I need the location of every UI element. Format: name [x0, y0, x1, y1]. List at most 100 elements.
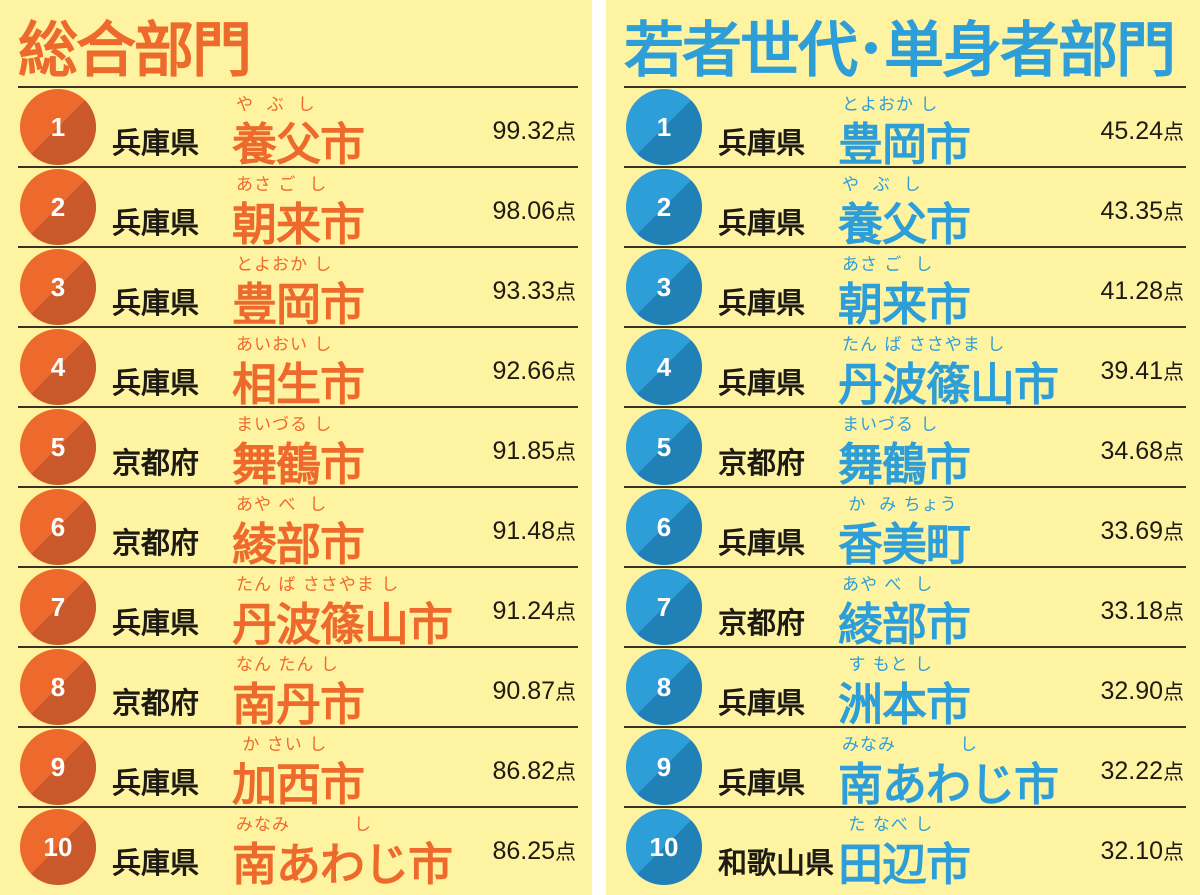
score-unit: 点 — [1163, 760, 1184, 784]
prefecture: 兵庫県 — [112, 766, 200, 800]
city-reading: なん たん し — [236, 655, 339, 675]
badge-shadow — [626, 89, 702, 165]
row-divider — [624, 86, 1186, 88]
score-unit: 点 — [1163, 680, 1184, 704]
rank-badge: 7 — [626, 569, 702, 645]
city-reading: や ぶ し — [842, 175, 922, 195]
score-unit: 点 — [555, 600, 576, 624]
badge-shadow — [20, 329, 96, 405]
ranking-row: 10 和歌山県 た なべ し 田辺市 32.10点 — [606, 806, 1200, 891]
city-reading: か み ちょう — [842, 495, 958, 515]
prefecture: 兵庫県 — [718, 126, 806, 160]
city-name: 田辺市 — [838, 838, 971, 891]
score-unit: 点 — [555, 520, 576, 544]
score-unit: 点 — [1163, 360, 1184, 384]
score-unit: 点 — [555, 120, 576, 144]
row-divider — [624, 646, 1186, 648]
badge-shadow — [20, 649, 96, 725]
city-name: 丹波篠山市 — [232, 598, 453, 651]
rank-number: 8 — [656, 672, 672, 702]
score-value: 90.87 — [492, 677, 555, 705]
rank-badge: 10 — [626, 809, 702, 885]
rank-badge: 5 — [20, 409, 96, 485]
score-value: 32.22 — [1100, 757, 1163, 785]
rank-number: 9 — [50, 752, 66, 782]
rank-badge: 9 — [20, 729, 96, 805]
row-divider — [624, 406, 1186, 408]
badge-shadow — [626, 649, 702, 725]
city-name: 南あわじ市 — [232, 838, 453, 891]
prefecture: 兵庫県 — [718, 366, 806, 400]
ranking-row: 7 兵庫県 たん ば ささやま し 丹波篠山市 91.24点 — [0, 566, 592, 651]
score-unit: 点 — [555, 680, 576, 704]
prefecture: 兵庫県 — [112, 606, 200, 640]
score-unit: 点 — [555, 440, 576, 464]
score: 86.82点 — [492, 756, 576, 786]
ranking-row: 10 兵庫県 みなみ し 南あわじ市 86.25点 — [0, 806, 592, 891]
score-value: 91.48 — [492, 517, 555, 545]
score: 93.33点 — [492, 276, 576, 306]
score-value: 93.33 — [492, 277, 555, 305]
panel-title: 若者世代･単身者部門 — [624, 16, 1176, 86]
score-unit: 点 — [1163, 440, 1184, 464]
score-value: 91.85 — [492, 437, 555, 465]
city-reading: まいづる し — [842, 415, 939, 435]
rank-number: 2 — [50, 192, 66, 222]
score: 99.32点 — [492, 116, 576, 146]
prefecture: 兵庫県 — [718, 526, 806, 560]
prefecture: 兵庫県 — [112, 206, 200, 240]
rank-badge: 4 — [626, 329, 702, 405]
city-reading: とよおか し — [842, 95, 939, 115]
rank-badge: 6 — [626, 489, 702, 565]
row-divider — [624, 806, 1186, 808]
score-value: 43.35 — [1100, 197, 1163, 225]
city-reading: あや べ し — [236, 495, 328, 515]
rank-number: 3 — [656, 272, 672, 302]
ranking-row: 5 京都府 まいづる し 舞鶴市 91.85点 — [0, 406, 592, 491]
prefecture: 兵庫県 — [718, 206, 806, 240]
city-reading: たん ば ささやま し — [236, 575, 400, 595]
badge-shadow — [20, 569, 96, 645]
city-reading: す もと し — [842, 655, 933, 675]
rank-badge: 10 — [20, 809, 96, 885]
badge-shadow — [626, 409, 702, 485]
score: 98.06点 — [492, 196, 576, 226]
badge-shadow — [626, 569, 702, 645]
badge-shadow — [626, 329, 702, 405]
rank-badge: 8 — [20, 649, 96, 725]
city-reading: みなみ し — [842, 735, 979, 755]
score: 32.22点 — [1100, 756, 1184, 786]
rank-badge: 6 — [20, 489, 96, 565]
overall-ranking-panel: 総合部門 1 兵庫県 や ぶ し 養父市 99.32点 2 兵庫県 あさ ご し… — [0, 0, 592, 895]
row-divider — [18, 86, 578, 88]
city-name: 豊岡市 — [838, 118, 971, 171]
score: 32.10点 — [1100, 836, 1184, 866]
score: 92.66点 — [492, 356, 576, 386]
score-unit: 点 — [555, 840, 576, 864]
score-value: 45.24 — [1100, 117, 1163, 145]
city-name: 香美町 — [838, 518, 971, 571]
city-reading: あや べ し — [842, 575, 934, 595]
city-name: 南あわじ市 — [838, 758, 1059, 811]
ranking-row: 8 京都府 なん たん し 南丹市 90.87点 — [0, 646, 592, 731]
young-single-ranking-panel: 若者世代･単身者部門 1 兵庫県 とよおか し 豊岡市 45.24点 2 兵庫県… — [606, 0, 1200, 895]
city-reading: あさ ご し — [842, 255, 934, 275]
prefecture: 兵庫県 — [112, 366, 200, 400]
score: 91.85点 — [492, 436, 576, 466]
city-name: 養父市 — [232, 118, 365, 171]
rank-badge: 3 — [20, 249, 96, 325]
score-unit: 点 — [1163, 200, 1184, 224]
city-reading: たん ば ささやま し — [842, 335, 1006, 355]
score-value: 39.41 — [1100, 357, 1163, 385]
badge-shadow — [20, 809, 96, 885]
prefecture: 京都府 — [718, 606, 806, 640]
score-value: 86.82 — [492, 757, 555, 785]
prefecture: 京都府 — [112, 446, 200, 480]
row-divider — [18, 326, 578, 328]
score: 45.24点 — [1100, 116, 1184, 146]
city-reading: あさ ご し — [236, 175, 328, 195]
score-unit: 点 — [555, 280, 576, 304]
row-divider — [18, 726, 578, 728]
score-unit: 点 — [1163, 520, 1184, 544]
badge-shadow — [626, 249, 702, 325]
